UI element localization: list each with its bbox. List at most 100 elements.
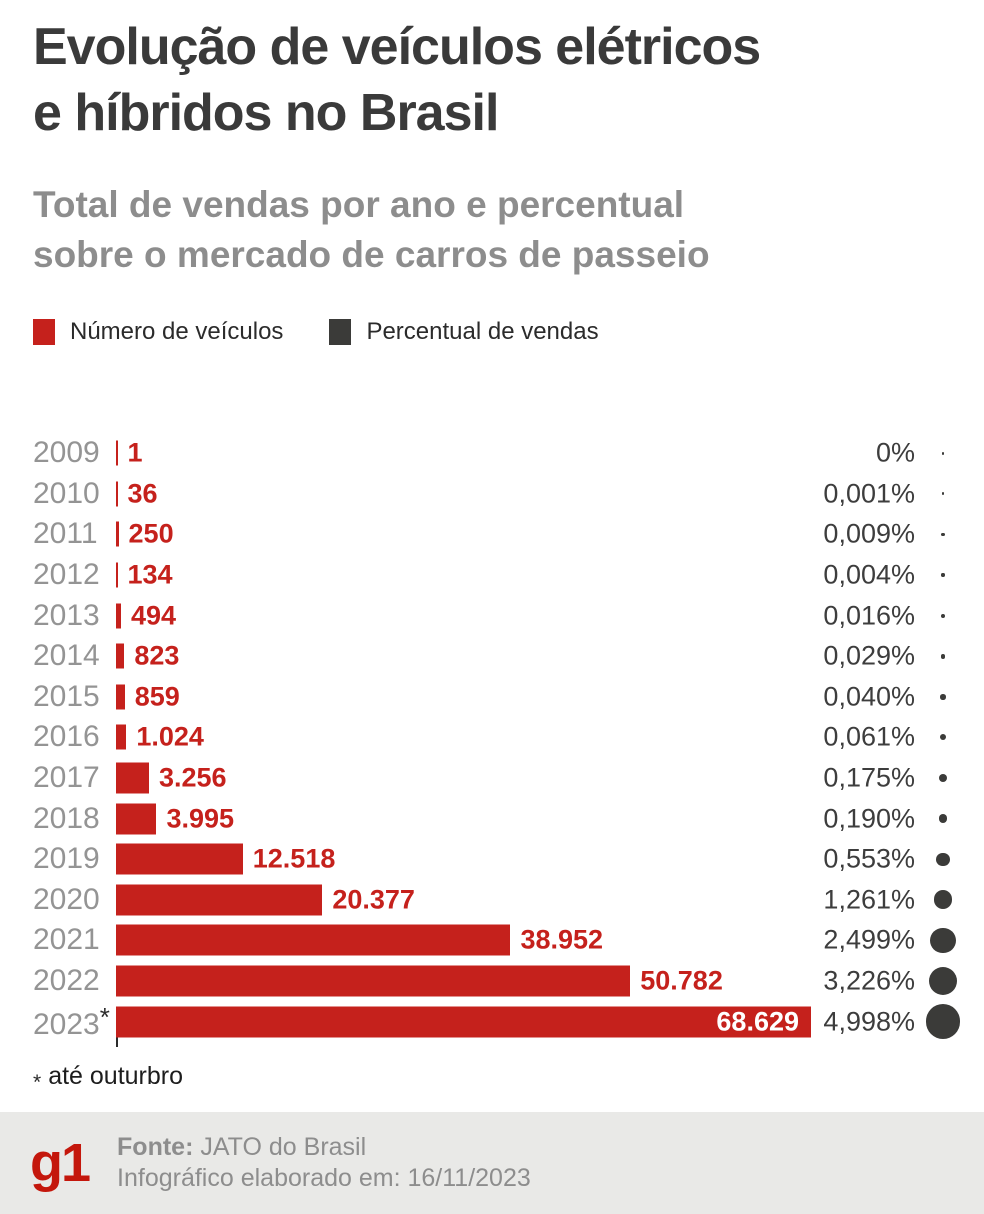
year-asterisk: *	[99, 1001, 110, 1032]
percent-label: 0,004%	[823, 559, 915, 590]
bar-area: 3.995	[116, 798, 964, 839]
chart-row: 2016 1.024 0,061%	[33, 717, 964, 758]
page-title-line1: Evolução de veículos elétricos	[33, 18, 761, 76]
percent-dot-icon	[941, 532, 945, 537]
percent-label: 2,499%	[823, 924, 915, 955]
footnote: * até outurbro	[33, 1062, 184, 1094]
value-bar	[116, 924, 511, 956]
chart-row: 2018 3.995 0,190%	[33, 798, 964, 839]
value-label: 859	[134, 681, 180, 712]
percent-dot-icon	[928, 966, 958, 996]
bar-area: 859	[116, 677, 964, 718]
chart-legend: Número de veículos Percentual de vendas	[33, 318, 599, 346]
value-label: 20.377	[332, 884, 415, 915]
percent-dot-icon	[941, 452, 945, 455]
value-label: 134	[127, 559, 173, 590]
percent-label: 0,061%	[823, 721, 915, 752]
percent-dot-cell	[925, 1001, 961, 1042]
percent-dot-icon	[938, 773, 948, 783]
bar-area: 3.256	[116, 758, 964, 799]
percent-label: 0,029%	[823, 640, 915, 671]
percent-dot-icon	[938, 814, 948, 824]
year-label: 2016	[33, 720, 100, 754]
legend-dark-swatch-icon	[329, 319, 352, 345]
percent-dot-cell	[925, 595, 961, 636]
value-label: 1	[127, 437, 143, 468]
chart-row: 2020 20.377 1,261%	[33, 880, 964, 921]
value-bar	[116, 643, 125, 669]
info-date: 16/11/2023	[407, 1164, 531, 1192]
percent-label: 0,016%	[823, 600, 915, 631]
page-title-line2: e híbridos no Brasil	[33, 84, 499, 142]
percent-label: 0,190%	[823, 803, 915, 834]
bar-area: 134	[116, 555, 964, 596]
year-label: 2015	[33, 679, 100, 713]
value-bar	[116, 684, 125, 710]
value-label: 494	[131, 600, 177, 631]
legend-label-percent: Percentual de vendas	[366, 318, 599, 345]
page-subtitle-line2: sobre o mercado de carros de passeio	[33, 234, 710, 275]
page-subtitle-line1: Total de vendas por ano e percentual	[33, 184, 685, 225]
chart-row: 2014 823 0,029%	[33, 636, 964, 677]
value-bar	[116, 1006, 811, 1038]
percent-dot-cell	[925, 433, 961, 474]
percent-dot-cell	[925, 636, 961, 677]
percent-dot-icon	[940, 613, 946, 618]
chart-row: 2017 3.256 0,175%	[33, 758, 964, 799]
value-bar	[116, 884, 323, 916]
page-title: Evolução de veículos elétricos e híbrido…	[33, 14, 761, 146]
value-label: 3.256	[158, 762, 227, 793]
bar-area: 38.952	[116, 920, 964, 961]
percent-dot-cell	[925, 920, 961, 961]
percent-dot-icon	[939, 734, 947, 741]
percent-label: 4,998%	[823, 1006, 915, 1037]
legend-item-percent: Percentual de vendas	[329, 318, 599, 346]
chart-row: 2023* 68.629 4,998%	[33, 1001, 964, 1042]
chart-row: 2021 38.952 2,499%	[33, 920, 964, 961]
percent-label: 0%	[875, 437, 915, 468]
bar-area: 12.518	[116, 839, 964, 880]
value-bar	[116, 724, 127, 750]
page-subtitle: Total de vendas por ano e percentual sob…	[33, 180, 710, 280]
value-label: 1.024	[136, 721, 204, 752]
percent-dot-cell	[925, 677, 961, 718]
percent-dot-cell	[925, 880, 961, 921]
bar-area: 494	[116, 595, 964, 636]
chart-row: 2011 250 0,009%	[33, 514, 964, 555]
value-bar	[116, 843, 243, 875]
bar-area: 1.024	[116, 717, 964, 758]
chart-row: 2022 50.782 3,226%	[33, 961, 964, 1002]
value-bar	[116, 762, 149, 794]
percent-dot-icon	[941, 492, 945, 496]
percent-dot-icon	[941, 573, 945, 577]
value-label: 12.518	[252, 843, 336, 874]
footnote-text: até outurbro	[48, 1062, 184, 1090]
credits: Fonte: JATO do Brasil Infográfico elabor…	[117, 1132, 531, 1194]
bar-area: 823	[116, 636, 964, 677]
year-label: 2012	[33, 558, 100, 592]
percent-dot-cell	[925, 758, 961, 799]
percent-dot-cell	[925, 474, 961, 515]
bar-area: 20.377	[116, 880, 964, 921]
value-bar	[116, 440, 118, 466]
percent-dot-cell	[925, 839, 961, 880]
year-label: 2018	[33, 801, 100, 835]
value-label: 38.952	[520, 924, 604, 955]
g1-logo: g1	[30, 1133, 91, 1193]
percent-label: 3,226%	[823, 965, 915, 996]
footer-bar: g1 Fonte: JATO do Brasil Infográfico ela…	[0, 1112, 984, 1214]
percent-label: 1,261%	[823, 884, 915, 915]
percent-dot-icon	[933, 890, 953, 910]
year-label: 2017	[33, 761, 100, 795]
legend-label-vehicles: Número de veículos	[70, 318, 284, 345]
source-line: Fonte: JATO do Brasil	[117, 1132, 531, 1163]
percent-dot-icon	[925, 1004, 961, 1040]
value-label: 68.629	[716, 1006, 799, 1037]
percent-dot-cell	[925, 961, 961, 1002]
percent-label: 0,009%	[823, 518, 915, 549]
value-label: 250	[128, 518, 174, 549]
value-bar	[116, 521, 119, 547]
percent-label: 0,001%	[823, 478, 915, 509]
bar-area: 68.629	[116, 1001, 964, 1042]
